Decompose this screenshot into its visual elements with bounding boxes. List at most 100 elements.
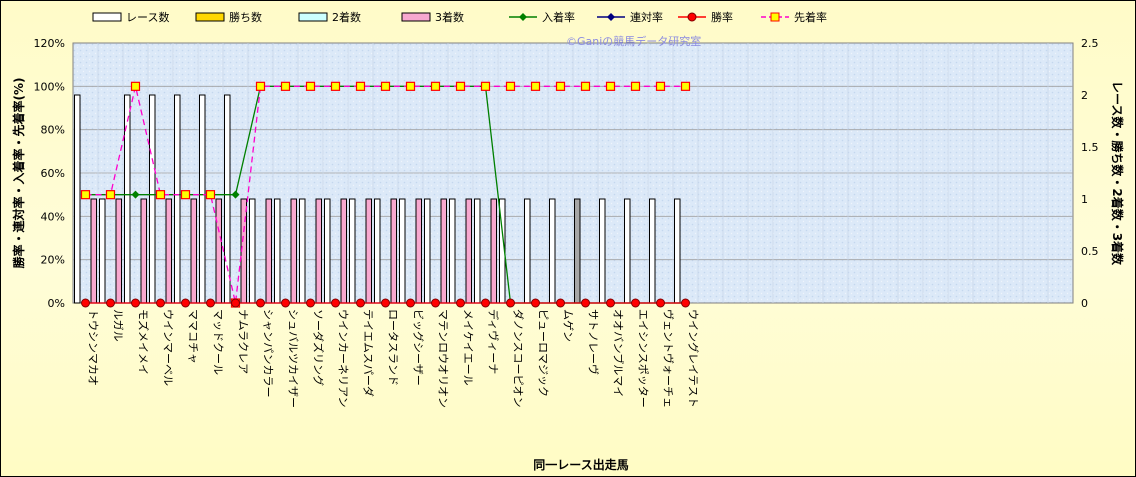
bar-3着数 (465, 198, 472, 304)
bar-レース数 (224, 94, 231, 304)
point-勝率 (631, 298, 640, 308)
x-axis-title: 同一レース出走馬 (533, 457, 628, 472)
category-label: メイケイエール (462, 309, 475, 386)
point-先着率 (405, 81, 416, 91)
bar-3着数 (490, 198, 497, 304)
point-勝率 (156, 298, 165, 308)
watermark: ©Ganiの競馬データ研究室 (566, 34, 701, 48)
axis-layer: 0% 20% 40% 60% 80% 100% 120% 0 0.5 1 1.5 2 2.5 トウシンマカ… (34, 37, 1099, 408)
point-先着率 (130, 81, 141, 91)
bar-3着数 (440, 198, 447, 304)
point-勝率 (356, 298, 365, 308)
point-勝率 (481, 298, 490, 308)
point-先着率 (555, 81, 566, 91)
bar-3着数 (115, 198, 122, 304)
legend-marker-勝率 (687, 12, 697, 22)
bar-レース数 (649, 198, 656, 304)
point-先着率 (480, 81, 491, 91)
left-tick-label: 20% (41, 254, 65, 267)
point-先着率 (255, 81, 266, 91)
legend-swatch-2着数 (298, 12, 328, 22)
point-勝率 (606, 298, 615, 308)
point-勝率 (81, 298, 90, 308)
left-tick-label: 0% (48, 297, 65, 310)
category-label: ウインマーベル (162, 309, 175, 386)
bar-レース数 (549, 198, 556, 304)
bar-レース数 (249, 198, 256, 304)
point-先着率 (330, 81, 341, 91)
line-layer (80, 81, 691, 308)
bar-レース数 (574, 198, 581, 304)
point-勝率 (556, 298, 565, 308)
point-勝率 (456, 298, 465, 308)
legend-label-入着率: 入着率 (542, 10, 575, 24)
bar-レース数 (524, 198, 531, 304)
left-tick-label: 80% (41, 124, 65, 137)
point-先着率 (455, 81, 466, 91)
point-勝率 (106, 298, 115, 308)
point-勝率 (206, 298, 215, 308)
category-label: エイシンスポッター (637, 309, 650, 408)
category-label: ソーダズリング (312, 309, 326, 386)
legend: レース数 勝ち数 2着数 3着数 入着率 連対率 勝率 先着率 (92, 10, 827, 24)
bar-レース数 (674, 198, 681, 304)
point-先着率 (80, 190, 91, 200)
category-label: ママコチャ (187, 309, 200, 364)
point-勝率 (506, 298, 515, 308)
category-label: ムゲン (562, 309, 575, 342)
right-tick-label: 0.5 (1081, 245, 1099, 258)
point-勝率 (231, 298, 240, 308)
bar-3着数 (290, 198, 297, 304)
right-tick-label: 0 (1081, 297, 1088, 310)
bar-3着数 (340, 198, 347, 304)
category-label: ピューロマジック (537, 309, 550, 397)
right-tick-label: 1.5 (1081, 141, 1099, 154)
point-先着率 (380, 81, 391, 91)
point-勝率 (681, 298, 690, 308)
point-先着率 (655, 81, 666, 91)
point-先着率 (430, 81, 441, 91)
bar-レース数 (424, 198, 431, 304)
bar-レース数 (74, 94, 81, 304)
bar-レース数 (349, 198, 356, 304)
bar-3着数 (365, 198, 372, 304)
point-先着率 (205, 190, 216, 200)
bar-layer (74, 94, 681, 304)
bar-レース数 (599, 198, 606, 304)
bar-3着数 (190, 198, 197, 304)
bar-レース数 (174, 94, 181, 304)
point-先着率 (180, 190, 191, 200)
grid-lines (73, 43, 1073, 303)
legend-marker-先着率 (770, 12, 780, 22)
point-先着率 (580, 81, 591, 91)
bar-3着数 (90, 198, 97, 304)
legend-marker-連対率 (607, 13, 615, 21)
category-label: ルガル (112, 309, 125, 342)
category-label: モズメイメイ (137, 309, 151, 375)
point-勝率 (281, 298, 290, 308)
point-先着率 (355, 81, 366, 91)
category-label: テイエムスパーダ (362, 309, 376, 397)
category-label: ディヴィーナ (487, 309, 501, 374)
legend-swatch-レース数 (92, 12, 122, 22)
legend-label-先着率: 先着率 (794, 10, 827, 24)
legend-swatch-勝ち数 (195, 12, 225, 22)
category-label: サトノレーヴ (587, 309, 601, 375)
category-label: マテンロウオリオン (437, 309, 450, 408)
bar-レース数 (149, 94, 156, 304)
left-tick-label: 60% (41, 167, 65, 180)
point-先着率 (305, 81, 316, 91)
point-勝率 (581, 298, 590, 308)
right-axis-title: レース数・勝ち数・2着数・3着数 (1110, 81, 1125, 266)
category-label: ウイングレイテスト (687, 309, 701, 408)
bar-レース数 (124, 94, 131, 304)
point-先着率 (505, 81, 516, 91)
point-先着率 (155, 190, 166, 200)
category-label: シュバルツカイザー (287, 309, 300, 408)
legend-label-勝ち数: 勝ち数 (229, 10, 262, 24)
point-勝率 (181, 298, 190, 308)
bar-レース数 (399, 198, 406, 304)
bar-3着数 (265, 198, 272, 304)
category-label: オオバンブルマイ (612, 309, 626, 397)
